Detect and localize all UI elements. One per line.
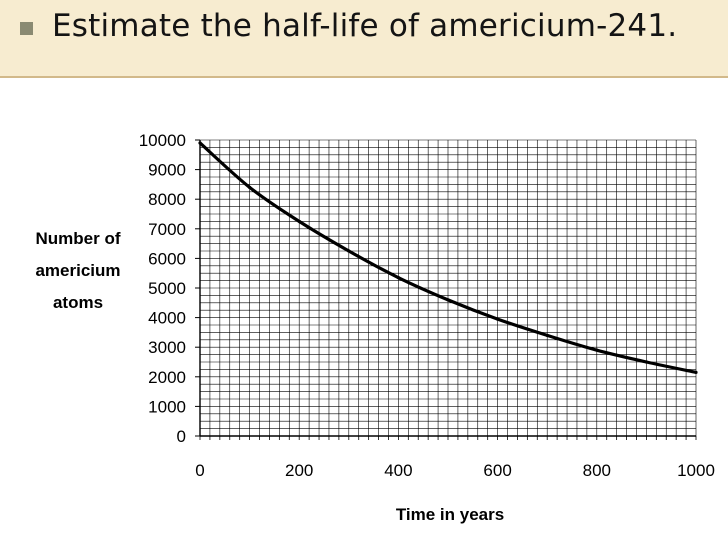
data-point	[347, 249, 351, 253]
x-tick-label: 400	[384, 461, 412, 480]
x-tick-label: 800	[583, 461, 611, 480]
y-tick-label: 9000	[148, 161, 186, 180]
chart-labels: 0100020003000400050006000700080009000100…	[35, 131, 714, 524]
data-point	[446, 298, 450, 302]
y-tick-label: 1000	[148, 397, 186, 416]
data-point	[545, 333, 549, 337]
y-tick-label: 10000	[139, 131, 186, 150]
y-axis-title-line: atoms	[53, 293, 103, 312]
y-tick-label: 2000	[148, 368, 186, 387]
data-point	[198, 141, 202, 145]
y-tick-label: 4000	[148, 309, 186, 328]
y-tick-label: 0	[177, 427, 186, 446]
data-point	[396, 276, 400, 280]
y-tick-label: 5000	[148, 279, 186, 298]
chart-series	[198, 141, 698, 374]
data-point	[694, 370, 698, 374]
y-axis-title-line: Number of	[36, 229, 121, 248]
y-tick-label: 6000	[148, 249, 186, 268]
square-bullet-icon	[20, 22, 33, 35]
data-point	[248, 185, 252, 189]
x-axis-title: Time in years	[396, 505, 504, 524]
x-tick-label: 1000	[677, 461, 715, 480]
data-point	[297, 219, 301, 223]
slide-title: Estimate the half-life of americium-241.	[52, 8, 678, 44]
data-point	[644, 360, 649, 364]
title-bar: Estimate the half-life of americium-241.	[0, 0, 728, 78]
chart-grid	[199, 139, 697, 437]
x-tick-label: 600	[483, 461, 511, 480]
y-tick-label: 3000	[148, 338, 186, 357]
data-point	[496, 317, 500, 321]
x-tick-label: 200	[285, 461, 313, 480]
chart-axes	[195, 139, 697, 440]
x-tick-label: 0	[195, 461, 204, 480]
y-tick-label: 8000	[148, 190, 186, 209]
data-point	[595, 348, 599, 352]
y-tick-label: 7000	[148, 220, 186, 239]
y-axis-title-line: americium	[35, 261, 120, 280]
